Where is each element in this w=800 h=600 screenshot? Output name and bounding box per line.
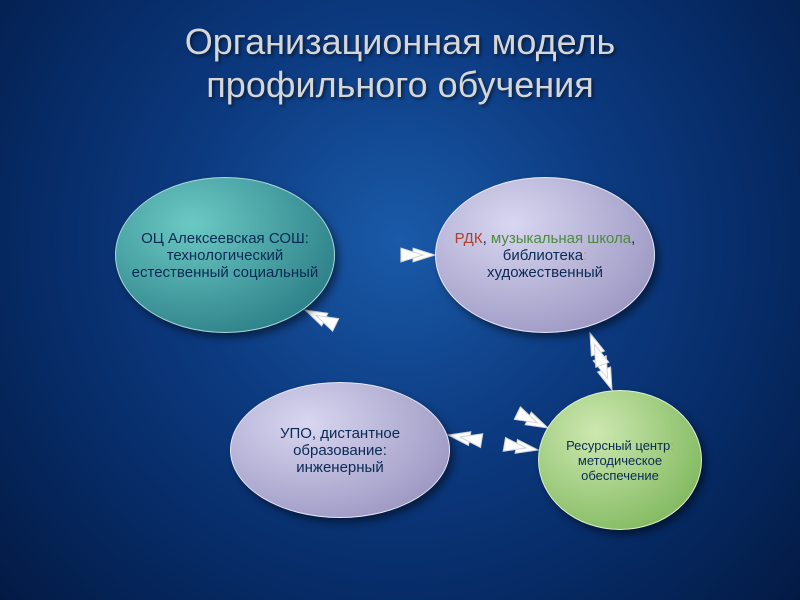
node-upo-head: УПО, дистантное образование: [239,425,441,459]
node-resource-head: Ресурсный центр: [566,438,674,453]
title-line2: профильного обучения [206,64,593,105]
node-school: ОЦ Алексеевская СОШ: технологический ест… [115,177,335,333]
node-upo-body: инженерный [296,459,383,476]
node-resource: Ресурсный центр: методическое обеспечени… [538,390,702,530]
node-rdk: РДК, музыкальная школа, библиотека: худо… [435,177,655,333]
node-resource-body: методическое обеспечение [547,453,693,483]
slide-root: Организационная модель профильного обуче… [0,0,800,600]
node-rdk-body: художественный [487,264,603,281]
node-school-head: ОЦ Алексеевская СОШ: [141,230,309,247]
node-upo: УПО, дистантное образование: инженерный [230,382,450,518]
title-line1: Организационная модель [185,21,616,62]
node-rdk-head: РДК, музыкальная школа, библиотека: [444,230,646,264]
slide-title: Организационная модель профильного обуче… [0,20,800,106]
node-school-body: технологический естественный социальный [124,247,326,281]
